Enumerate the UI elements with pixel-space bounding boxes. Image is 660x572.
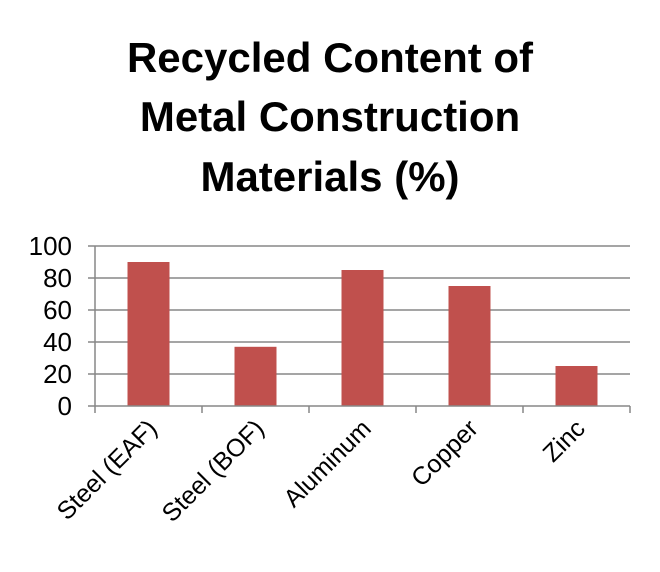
y-tick-label: 20	[43, 359, 72, 389]
axes	[88, 245, 631, 413]
chart-title-line-3: Materials (%)	[200, 153, 459, 200]
x-tick-label: Aluminum	[278, 414, 376, 512]
bar	[341, 270, 384, 406]
y-tick-label: 60	[43, 295, 72, 325]
x-tick-labels: Steel (EAF)Steel (BOF) Aluminum Copper Zinc	[52, 414, 591, 527]
bar	[127, 262, 170, 406]
chart-title-line-2: Metal Construction	[140, 93, 520, 140]
x-tick-label: Copper	[406, 414, 484, 492]
y-tick-label: 100	[29, 231, 72, 261]
y-tick-label: 80	[43, 263, 72, 293]
bar	[555, 366, 598, 406]
chart-title-line-1: Recycled Content of	[127, 34, 534, 81]
x-tick-label: Steel (BOF)	[157, 414, 270, 527]
bar	[234, 346, 277, 406]
bar	[448, 286, 491, 406]
y-tick-label: 40	[43, 327, 72, 357]
x-tick-label: Steel (EAF)	[52, 414, 163, 525]
bars	[127, 262, 598, 406]
y-tick-label: 0	[58, 391, 72, 421]
x-tick-label: Zinc	[538, 414, 591, 467]
chart-title: Recycled Content of Metal Construction M…	[127, 34, 534, 200]
